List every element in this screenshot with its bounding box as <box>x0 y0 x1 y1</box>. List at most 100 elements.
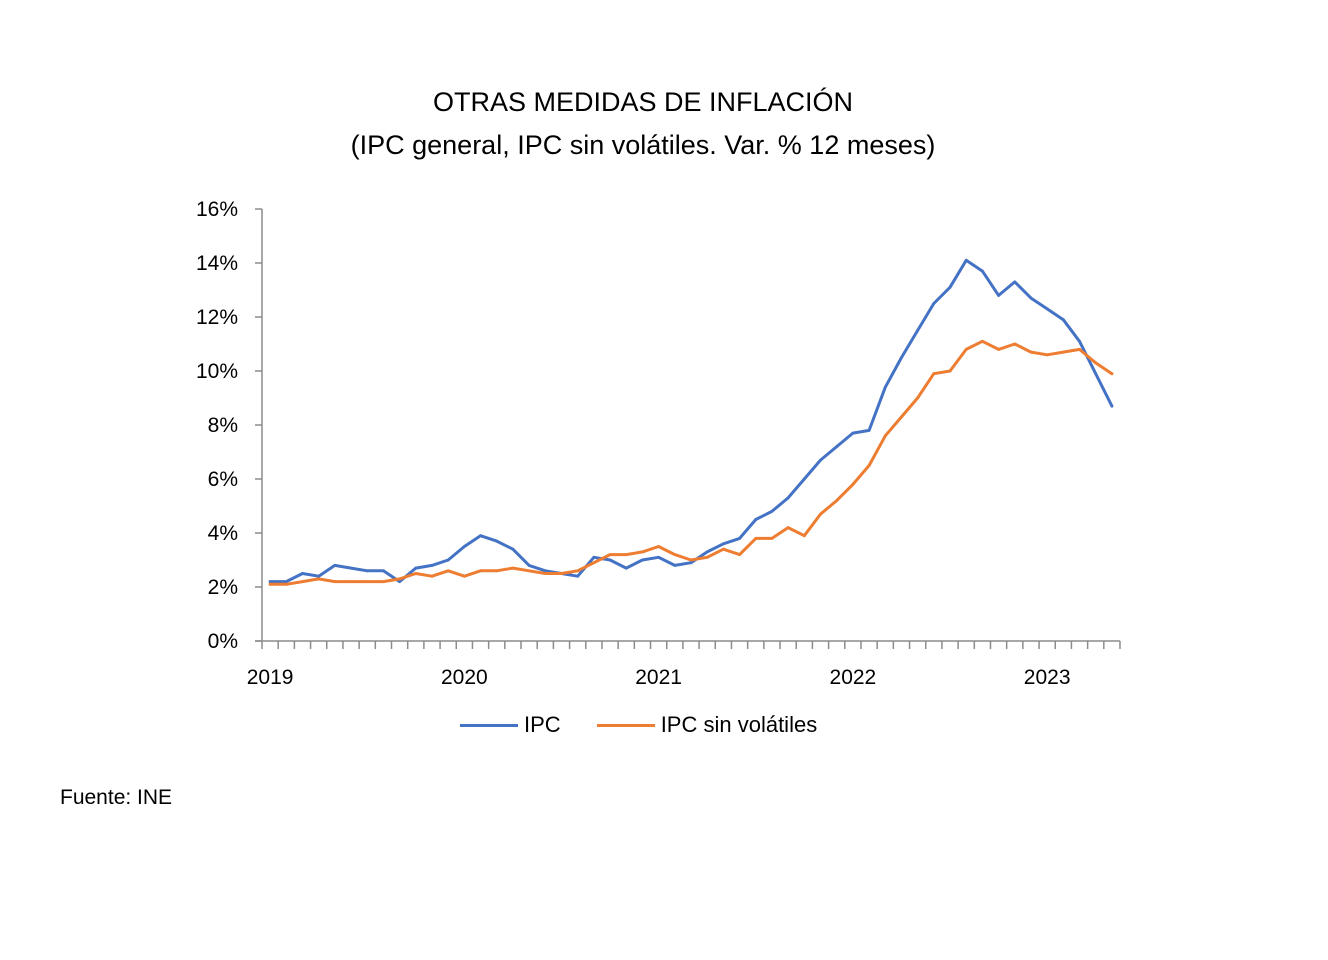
y-tick-label: 8% <box>208 414 238 437</box>
y-tick-label: 4% <box>208 522 238 545</box>
x-axis: 2019 2020 2021 2022 2023 <box>247 640 1121 689</box>
data-point <box>624 566 628 570</box>
data-point <box>964 348 968 351</box>
series-line <box>268 258 1114 584</box>
data-point <box>883 385 887 389</box>
data-point <box>608 558 612 562</box>
data-point <box>867 429 871 432</box>
data-point <box>301 580 304 583</box>
data-point <box>430 564 434 567</box>
data-point <box>689 561 693 565</box>
data-point <box>964 258 968 262</box>
data-point <box>673 553 677 556</box>
data-point <box>997 348 1000 351</box>
x-tick-label: 2022 <box>830 666 877 689</box>
data-point <box>430 574 434 578</box>
y-axis: 0% 2% 4% 6% 8% 10% 12% 14% 16% <box>196 198 263 653</box>
series-line <box>268 339 1114 586</box>
data-point <box>446 558 450 562</box>
data-point <box>317 577 321 581</box>
data-point <box>641 550 644 554</box>
data-point <box>382 580 385 583</box>
data-point <box>1045 307 1049 311</box>
source-note: Fuente: INE <box>60 786 173 809</box>
data-point <box>932 302 936 305</box>
series-layer <box>268 258 1114 586</box>
data-point <box>835 499 839 502</box>
data-point <box>657 545 660 548</box>
data-point <box>414 572 418 575</box>
data-point <box>1078 339 1081 343</box>
data-point <box>705 555 709 559</box>
data-point <box>851 431 855 435</box>
data-point <box>932 372 936 376</box>
data-point <box>1110 404 1114 408</box>
data-point <box>705 550 709 554</box>
data-point <box>673 564 677 567</box>
data-point <box>1078 348 1081 351</box>
data-point <box>689 558 693 562</box>
data-point <box>819 458 822 462</box>
y-tick-label: 12% <box>196 306 238 329</box>
data-point <box>479 569 482 573</box>
data-point <box>479 534 482 538</box>
data-point <box>608 553 612 556</box>
data-point <box>592 561 596 565</box>
data-point <box>786 526 790 529</box>
data-point <box>365 569 369 573</box>
y-tick-label: 16% <box>196 198 238 221</box>
data-point <box>981 269 984 273</box>
data-point <box>900 415 903 419</box>
data-point <box>511 547 515 551</box>
y-tick-label: 10% <box>196 360 238 383</box>
x-tick-label: 2020 <box>441 666 488 689</box>
data-point <box>948 369 952 373</box>
data-point <box>738 553 741 556</box>
data-point <box>463 545 466 548</box>
data-point <box>463 574 466 578</box>
data-point <box>802 534 806 538</box>
data-point <box>786 496 790 500</box>
data-point <box>317 574 321 578</box>
data-point <box>446 569 450 573</box>
data-point <box>495 569 499 573</box>
data-point <box>1045 353 1049 357</box>
data-point <box>851 483 855 486</box>
data-point <box>398 577 401 581</box>
data-point <box>284 582 288 586</box>
data-point <box>560 572 563 575</box>
data-point <box>900 356 903 359</box>
data-point <box>382 569 385 573</box>
legend-swatch-ipc <box>460 723 518 727</box>
data-point <box>1061 318 1065 322</box>
data-point <box>1029 296 1033 300</box>
data-point <box>754 518 758 521</box>
data-point <box>301 572 304 575</box>
data-point <box>641 558 644 562</box>
legend-swatch-ipc-sin-volatiles <box>596 723 655 727</box>
data-point <box>349 580 353 583</box>
data-point <box>738 537 741 540</box>
series-ipc <box>268 258 1114 584</box>
data-point <box>835 445 839 448</box>
x-tick-label: 2021 <box>635 666 682 689</box>
series-ipc-sin-volatiles <box>268 339 1114 586</box>
data-point <box>916 329 919 332</box>
data-point <box>576 574 580 578</box>
data-point <box>527 569 531 573</box>
data-point <box>365 580 369 583</box>
data-point <box>770 510 774 513</box>
chart-title: OTRAS MEDIDAS DE INFLACIÓN <box>432 87 854 117</box>
data-point <box>592 555 596 559</box>
y-tick-label: 6% <box>208 468 238 491</box>
data-point <box>543 572 547 575</box>
data-point <box>284 580 288 583</box>
legend-item-ipc-sin-volatiles: IPC sin volátiles <box>596 712 817 738</box>
data-point <box>624 553 628 556</box>
data-point <box>722 542 725 546</box>
data-point <box>268 582 272 586</box>
data-point <box>414 566 418 570</box>
data-point <box>770 537 774 540</box>
data-point <box>495 539 499 543</box>
